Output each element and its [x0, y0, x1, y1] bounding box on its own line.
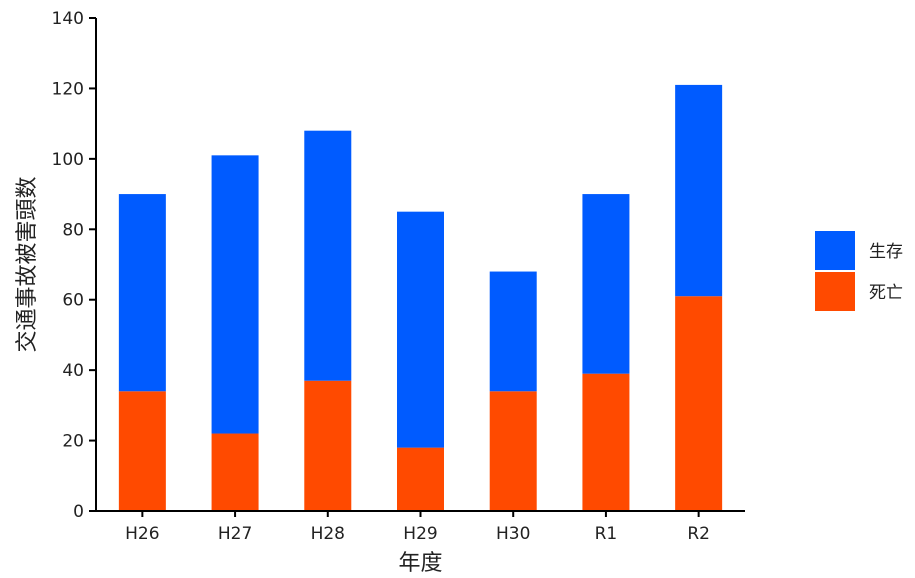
bar-H27-生存 — [211, 155, 259, 434]
y-tick-label: 0 — [73, 502, 84, 522]
legend-swatch — [815, 272, 855, 311]
x-tick-label: H30 — [496, 524, 530, 544]
y-axis-title: 交通事故被害頭数 — [15, 176, 40, 352]
y-tick-label: 100 — [52, 150, 84, 170]
x-axis-ticks: H26 H27 H28 H29 H30 R1 R2 — [125, 511, 710, 544]
bars-layer — [118, 84, 723, 511]
legend-label: 死亡 — [869, 283, 903, 303]
y-tick-label: 40 — [62, 361, 84, 381]
bar-H30-生存 — [489, 271, 537, 392]
y-tick-label: 20 — [62, 432, 84, 452]
x-tick-label: H26 — [125, 524, 159, 544]
bar-R2-死亡 — [675, 296, 723, 511]
bar-H29-生存 — [397, 211, 444, 448]
legend-label: 生存 — [869, 242, 903, 262]
bar-H30-死亡 — [489, 391, 537, 511]
bar-R2-生存 — [675, 84, 723, 297]
bar-H29-死亡 — [397, 447, 444, 511]
bar-H26-生存 — [118, 194, 166, 392]
bar-H28-死亡 — [304, 380, 352, 511]
bar-H28-生存 — [304, 130, 352, 381]
x-tick-label: R2 — [687, 524, 710, 544]
y-axis-ticks: 0 20 40 60 80 100 120 140 — [52, 9, 96, 522]
y-tick-label: 80 — [62, 220, 84, 240]
bar-H27-死亡 — [211, 433, 259, 511]
bar-H26-死亡 — [118, 391, 166, 511]
legend-swatch — [815, 231, 855, 270]
x-tick-label: H28 — [311, 524, 345, 544]
x-tick-label: R1 — [595, 524, 618, 544]
x-axis-title: 年度 — [398, 551, 442, 576]
x-tick-label: H29 — [403, 524, 437, 544]
y-tick-label: 60 — [62, 291, 84, 311]
y-tick-label: 120 — [52, 79, 84, 99]
bar-R1-死亡 — [582, 373, 630, 511]
y-tick-label: 140 — [52, 9, 84, 29]
bar-R1-生存 — [582, 194, 630, 374]
x-tick-label: H27 — [218, 524, 252, 544]
